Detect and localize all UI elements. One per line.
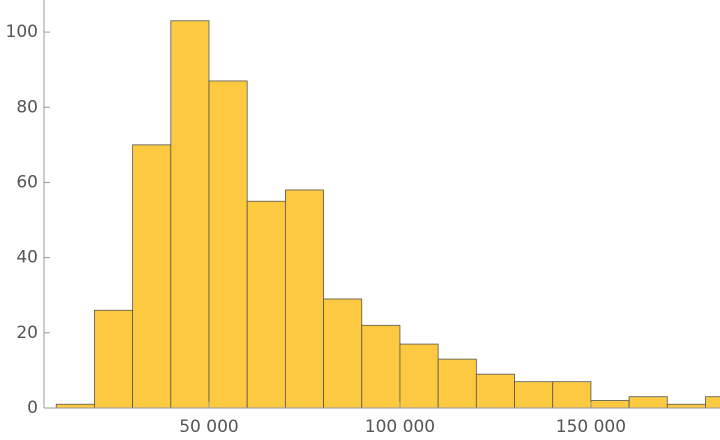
bar <box>246 200 286 409</box>
bars <box>55 20 720 409</box>
bar <box>284 189 324 409</box>
bar <box>590 400 630 409</box>
bar <box>94 309 134 409</box>
y-tick-label: 40 <box>16 248 38 268</box>
x-tick-label: 50 000 <box>179 417 238 437</box>
y-tick-label: 0 <box>27 398 38 418</box>
y-tick-label: 60 <box>16 172 38 192</box>
bar <box>132 144 172 409</box>
bar <box>628 396 668 409</box>
bar <box>437 358 477 409</box>
bar <box>170 20 210 409</box>
bar <box>666 403 706 409</box>
bar <box>475 373 515 409</box>
y-tick-label: 100 <box>6 22 38 42</box>
bar <box>208 80 248 409</box>
x-tick-label: 100 000 <box>365 417 435 437</box>
bar <box>514 381 554 409</box>
bar <box>323 298 363 409</box>
bar <box>399 343 439 409</box>
x-tick-label: 150 000 <box>556 417 626 437</box>
y-tick-label: 80 <box>16 97 38 117</box>
bar <box>55 403 95 409</box>
bar <box>705 396 720 409</box>
bar <box>552 381 592 409</box>
bar <box>361 324 401 409</box>
y-tick-label: 20 <box>16 323 38 343</box>
